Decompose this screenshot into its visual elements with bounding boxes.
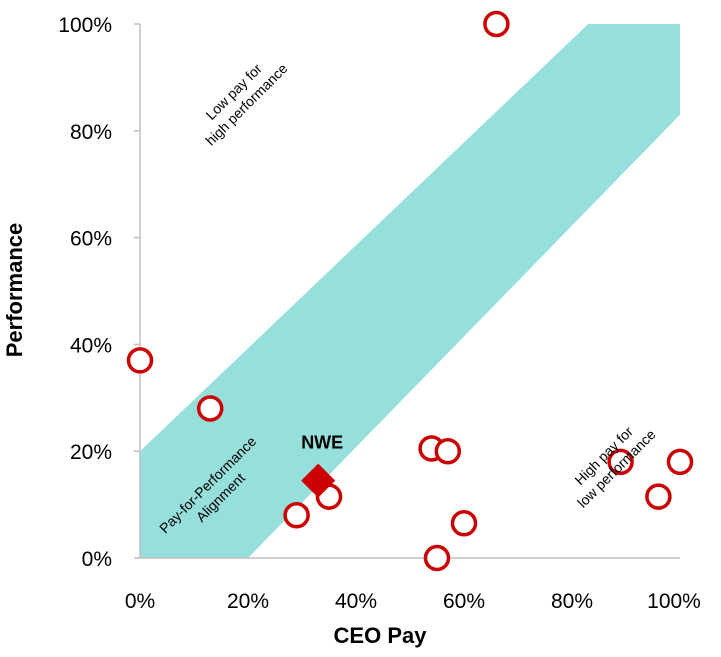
y-axis-ticks: 0% 20% 40% 60% 80% 100% <box>58 14 140 571</box>
alignment-band <box>140 24 680 558</box>
y-tick-label: 40% <box>70 334 112 357</box>
y-axis-title: Performance <box>2 223 27 358</box>
annotation-low-pay: Low pay for high performance <box>202 60 291 149</box>
data-point <box>196 395 224 422</box>
y-tick-label: 20% <box>70 441 112 464</box>
data-point <box>126 347 154 374</box>
x-tick-label: 60% <box>443 590 485 613</box>
data-point <box>450 510 478 537</box>
x-tick-label: 80% <box>551 590 593 613</box>
x-axis-ticks: 0% 20% 40% 60% 80% 100% <box>125 590 701 613</box>
y-tick-label: 60% <box>70 228 112 251</box>
data-point <box>607 448 634 476</box>
data-point <box>434 437 462 465</box>
x-tick-label: 0% <box>125 590 155 613</box>
y-tick-label: 0% <box>82 548 112 571</box>
data-point <box>483 10 510 38</box>
x-tick-label: 100% <box>647 590 701 613</box>
y-tick-label: 80% <box>70 121 112 144</box>
data-point <box>645 483 672 510</box>
data-point <box>666 448 694 476</box>
highlight-marker <box>301 463 336 498</box>
x-tick-label: 20% <box>227 590 269 613</box>
data-points <box>126 10 694 572</box>
x-axis-title: CEO Pay <box>334 623 428 648</box>
highlight-label: NWE <box>301 433 343 453</box>
x-tick-label: 40% <box>335 590 377 613</box>
data-point <box>423 544 451 572</box>
data-point <box>283 502 310 529</box>
y-tick-label: 100% <box>58 14 112 37</box>
